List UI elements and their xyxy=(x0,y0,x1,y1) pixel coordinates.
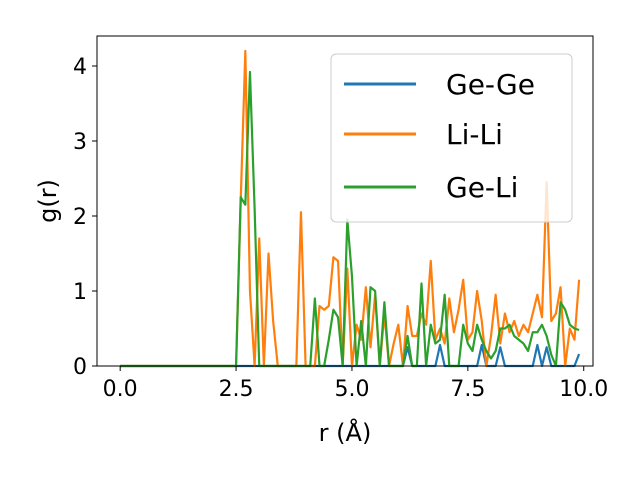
legend-label-li-li: Li-Li xyxy=(446,118,503,151)
y-tick-label: 3 xyxy=(73,130,87,155)
y-axis-label: g(r) xyxy=(34,179,62,223)
legend-label-ge-li: Ge-Li xyxy=(446,171,518,204)
y-tick-label: 4 xyxy=(73,55,87,80)
series-line-ge-ge xyxy=(120,343,581,368)
x-tick-label: 10.0 xyxy=(559,377,608,402)
x-tick-label: 0.0 xyxy=(103,377,138,402)
legend-label-ge-ge: Ge-Ge xyxy=(446,68,535,101)
legend: Ge-Ge Li-Li Ge-Li xyxy=(330,53,573,223)
axis-ticks: 0.0 2.5 5.0 7.5 10.0 0 1 2 3 4 xyxy=(73,55,608,402)
plot-frame xyxy=(96,35,594,367)
y-tick-label: 0 xyxy=(73,355,87,380)
y-tick-label: 1 xyxy=(73,280,87,305)
y-tick-label: 2 xyxy=(73,205,87,230)
x-tick-label: 5.0 xyxy=(334,377,369,402)
x-tick-label: 7.5 xyxy=(450,377,485,402)
x-tick-label: 2.5 xyxy=(219,377,254,402)
legend-frame xyxy=(330,53,573,223)
x-axis-label: r (Å) xyxy=(319,418,372,447)
